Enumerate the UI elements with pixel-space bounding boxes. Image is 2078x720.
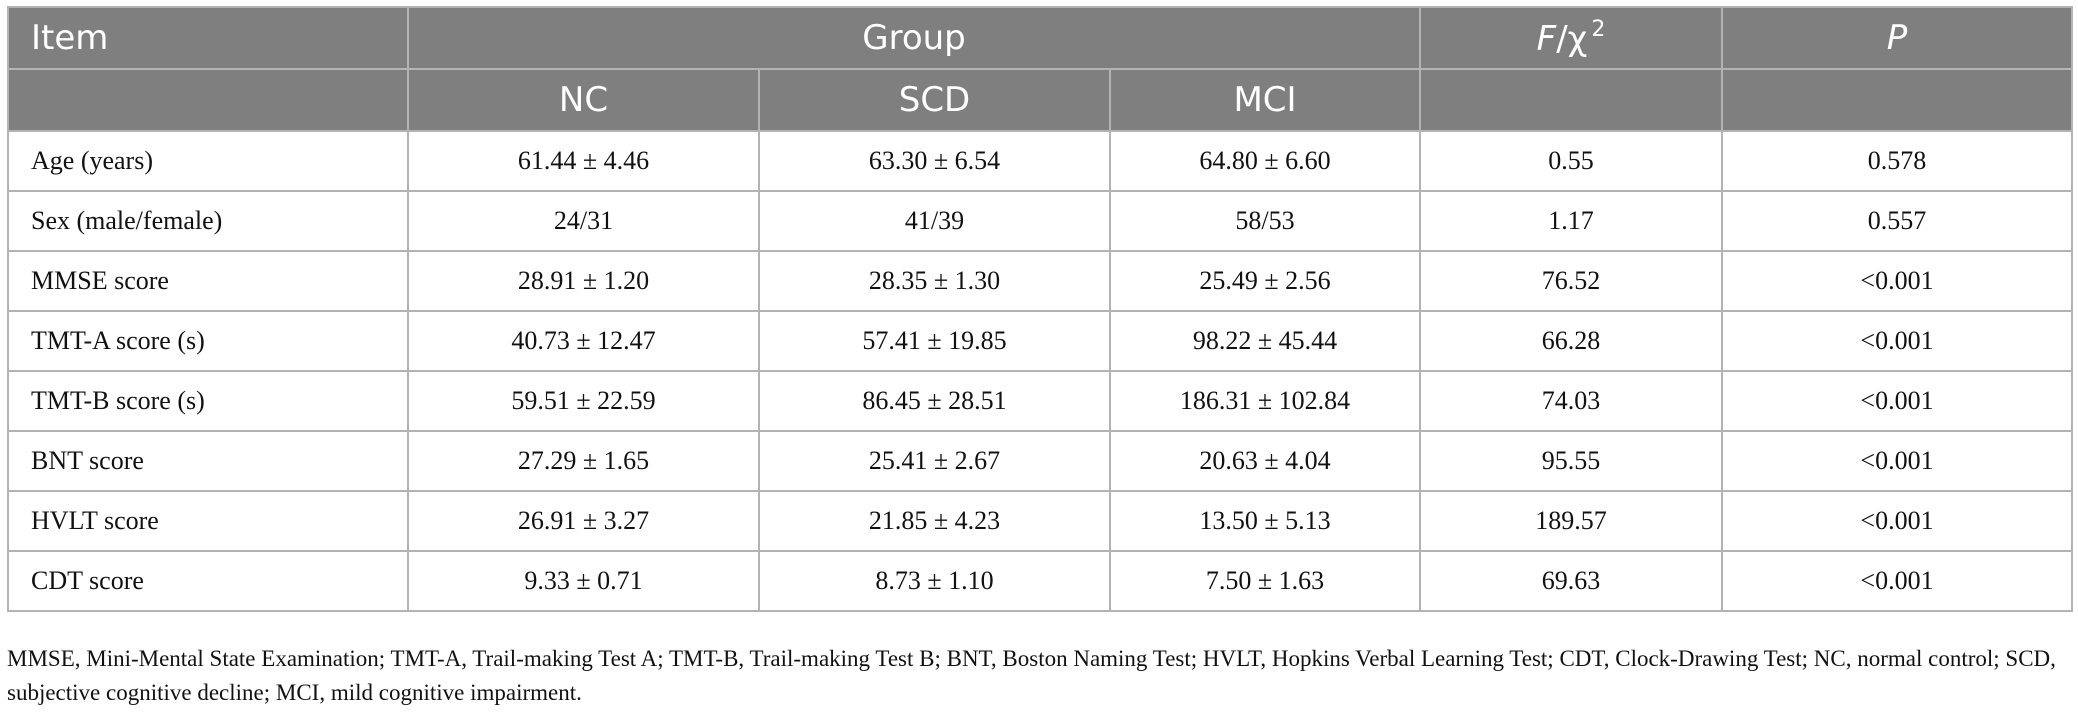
row-stat: 1.17	[1419, 190, 1723, 252]
table-row: TMT-A score (s) 40.73 ± 12.47 57.41 ± 19…	[7, 310, 2073, 372]
row-mci: 98.22 ± 45.44	[1109, 310, 1421, 372]
table-row: BNT score 27.29 ± 1.65 25.41 ± 2.67 20.6…	[7, 430, 2073, 492]
row-nc: 59.51 ± 22.59	[407, 370, 760, 432]
row-scd: 63.30 ± 6.54	[758, 130, 1111, 192]
header-empty-item	[7, 68, 409, 132]
table-row: TMT-B score (s) 59.51 ± 22.59 86.45 ± 28…	[7, 370, 2073, 432]
header-row-1: Item Group F/χ 2 P	[7, 6, 2073, 70]
row-p: <0.001	[1721, 310, 2073, 372]
row-item: TMT-A score (s)	[7, 310, 409, 372]
row-stat: 76.52	[1419, 250, 1723, 312]
header-item: Item	[7, 6, 409, 70]
row-stat: 69.63	[1419, 550, 1723, 612]
row-item: MMSE score	[7, 250, 409, 312]
row-item: BNT score	[7, 430, 409, 492]
header-mci: MCI	[1109, 68, 1421, 132]
header-empty-stat	[1419, 68, 1723, 132]
row-stat: 95.55	[1419, 430, 1723, 492]
row-nc: 61.44 ± 4.46	[407, 130, 760, 192]
demographics-table: Item Group F/χ 2 P NC SCD MCI Age (years)…	[7, 6, 2073, 612]
row-p: <0.001	[1721, 430, 2073, 492]
row-scd: 8.73 ± 1.10	[758, 550, 1111, 612]
row-mci: 25.49 ± 2.56	[1109, 250, 1421, 312]
row-p: 0.557	[1721, 190, 2073, 252]
row-scd: 41/39	[758, 190, 1111, 252]
row-nc: 26.91 ± 3.27	[407, 490, 760, 552]
row-item: Age (years)	[7, 130, 409, 192]
row-item: HVLT score	[7, 490, 409, 552]
header-statistic: F/χ 2	[1419, 6, 1723, 70]
table-row: CDT score 9.33 ± 0.71 8.73 ± 1.10 7.50 ±…	[7, 550, 2073, 612]
row-item: Sex (male/female)	[7, 190, 409, 252]
row-mci: 13.50 ± 5.13	[1109, 490, 1421, 552]
row-nc: 9.33 ± 0.71	[407, 550, 760, 612]
row-stat: 66.28	[1419, 310, 1723, 372]
header-scd: SCD	[758, 68, 1111, 132]
header-stat-f: F	[1536, 19, 1557, 59]
row-mci: 64.80 ± 6.60	[1109, 130, 1421, 192]
row-p: <0.001	[1721, 490, 2073, 552]
row-mci: 20.63 ± 4.04	[1109, 430, 1421, 492]
table-row: MMSE score 28.91 ± 1.20 28.35 ± 1.30 25.…	[7, 250, 2073, 312]
row-stat: 74.03	[1419, 370, 1723, 432]
header-stat-chi: /χ	[1556, 19, 1588, 59]
row-mci: 186.31 ± 102.84	[1109, 370, 1421, 432]
header-nc: NC	[407, 68, 760, 132]
table-row: Sex (male/female) 24/31 41/39 58/53 1.17…	[7, 190, 2073, 252]
row-item: CDT score	[7, 550, 409, 612]
header-empty-p	[1721, 68, 2073, 132]
demographics-table-container: Item Group F/χ 2 P NC SCD MCI Age (years)…	[7, 6, 2073, 612]
row-stat: 189.57	[1419, 490, 1723, 552]
header-p: P	[1721, 6, 2073, 70]
row-scd: 86.45 ± 28.51	[758, 370, 1111, 432]
table-body: Age (years) 61.44 ± 4.46 63.30 ± 6.54 64…	[7, 130, 2073, 612]
row-stat: 0.55	[1419, 130, 1723, 192]
row-nc: 27.29 ± 1.65	[407, 430, 760, 492]
row-nc: 28.91 ± 1.20	[407, 250, 760, 312]
row-mci: 7.50 ± 1.63	[1109, 550, 1421, 612]
header-row-2: NC SCD MCI	[7, 68, 2073, 132]
row-scd: 28.35 ± 1.30	[758, 250, 1111, 312]
table-footnote: MMSE, Mini-Mental State Examination; TMT…	[7, 646, 2056, 705]
header-stat-sup: 2	[1591, 17, 1606, 42]
row-p: <0.001	[1721, 370, 2073, 432]
header-group: Group	[407, 6, 1421, 70]
row-p: <0.001	[1721, 550, 2073, 612]
row-item: TMT-B score (s)	[7, 370, 409, 432]
row-mci: 58/53	[1109, 190, 1421, 252]
row-nc: 40.73 ± 12.47	[407, 310, 760, 372]
row-p: 0.578	[1721, 130, 2073, 192]
table-header: Item Group F/χ 2 P NC SCD MCI	[7, 6, 2073, 132]
row-scd: 21.85 ± 4.23	[758, 490, 1111, 552]
table-row: HVLT score 26.91 ± 3.27 21.85 ± 4.23 13.…	[7, 490, 2073, 552]
table-row: Age (years) 61.44 ± 4.46 63.30 ± 6.54 64…	[7, 130, 2073, 192]
row-scd: 57.41 ± 19.85	[758, 310, 1111, 372]
row-scd: 25.41 ± 2.67	[758, 430, 1111, 492]
row-nc: 24/31	[407, 190, 760, 252]
row-p: <0.001	[1721, 250, 2073, 312]
